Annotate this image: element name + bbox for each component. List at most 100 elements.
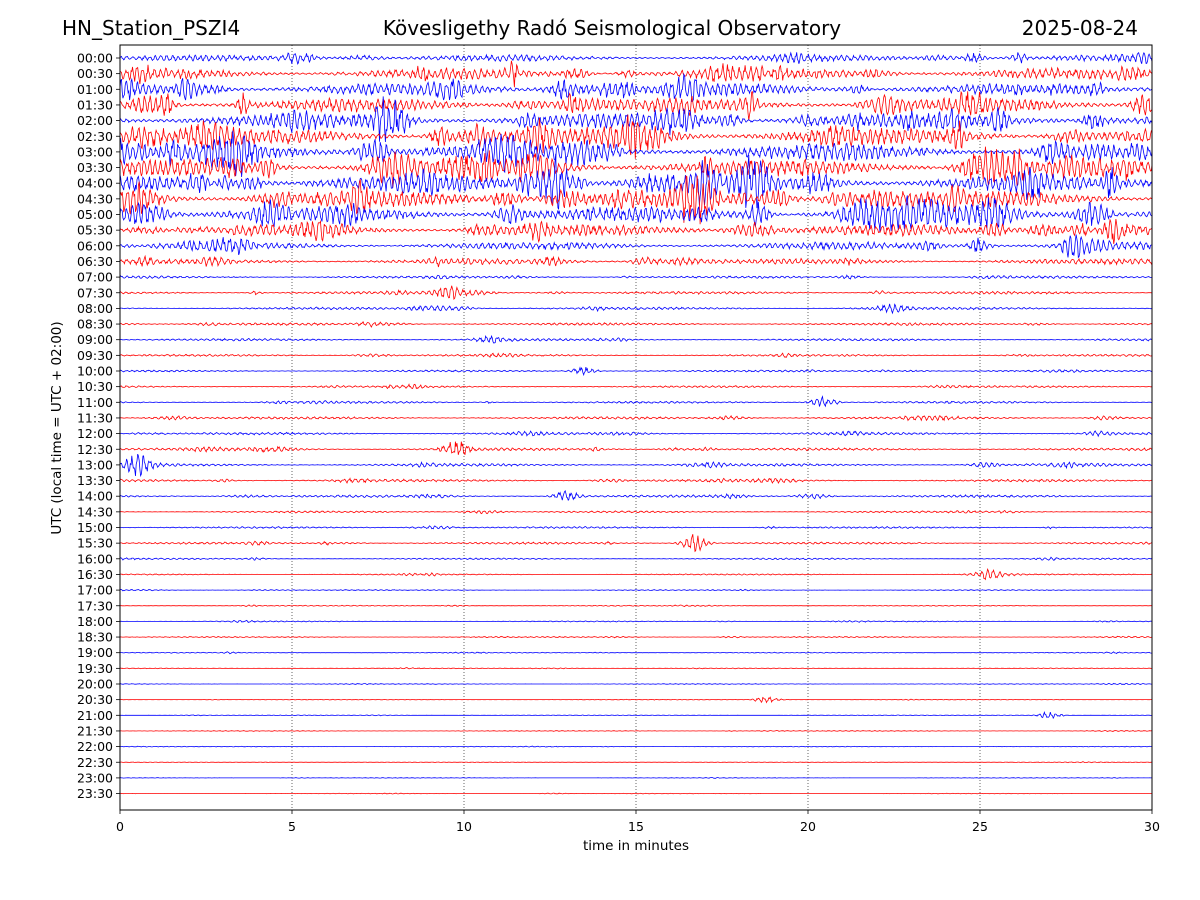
trace-group: [119, 51, 1153, 795]
trace-1700: [119, 588, 1152, 592]
trace-0500: [119, 195, 1153, 233]
y-tick-label: 08:00: [77, 301, 113, 316]
trace-0330: [119, 146, 1153, 188]
y-tick-label: 16:00: [77, 551, 113, 566]
y-tick-labels: 00:0000:3001:0001:3002:0002:3003:0003:30…: [77, 51, 120, 801]
trace-2100: [120, 711, 1153, 720]
y-tick-label: 22:00: [77, 739, 113, 754]
trace-1900: [119, 651, 1153, 655]
trace-0630: [119, 254, 1153, 268]
y-tick-label: 04:30: [77, 191, 113, 206]
y-tick-label: 08:30: [77, 317, 113, 332]
y-tick-label: 01:30: [77, 97, 113, 112]
y-tick-label: 11:30: [77, 410, 113, 425]
trace-0700: [119, 274, 1153, 280]
y-tick-label: 10:30: [77, 379, 113, 394]
trace-0530: [119, 218, 1153, 244]
y-tick-label: 19:00: [77, 645, 113, 660]
y-tick-label: 03:00: [77, 144, 113, 159]
y-tick-label: 06:00: [77, 238, 113, 253]
trace-0600: [119, 234, 1153, 259]
y-tick-label: 01:00: [77, 82, 113, 97]
y-tick-label: 21:00: [77, 708, 113, 723]
trace-0200: [119, 96, 1153, 143]
y-tick-label: 02:30: [77, 129, 113, 144]
y-tick-label: 18:00: [77, 614, 113, 629]
trace-1930: [119, 667, 1152, 670]
trace-1000: [119, 366, 1153, 377]
y-tick-label: 20:00: [77, 677, 113, 692]
trace-1530: [119, 534, 1153, 553]
trace-0100: [119, 72, 1153, 103]
y-tick-label: 12:30: [77, 442, 113, 457]
trace-1730: [119, 604, 1153, 607]
station-label: HN_Station_PSZI4: [62, 16, 240, 40]
trace-1130: [119, 415, 1153, 422]
y-tick-label: 09:00: [77, 332, 113, 347]
trace-1600: [119, 556, 1153, 561]
y-tick-label: 22:30: [77, 755, 113, 770]
trace-1230: [120, 441, 1153, 455]
x-ticks: 0 5 10 15 20 25 30: [116, 810, 1160, 834]
trace-0230: [119, 114, 1153, 159]
y-tick-label: 18:30: [77, 630, 113, 645]
trace-2300: [120, 776, 1152, 779]
trace-2230: [120, 761, 1152, 764]
y-tick-label: 11:00: [77, 395, 113, 410]
y-tick-label: 05:00: [77, 207, 113, 222]
y-tick-label: 12:00: [77, 426, 113, 441]
trace-1500: [120, 525, 1153, 530]
x-tick-label: 20: [800, 819, 816, 834]
y-tick-label: 06:30: [77, 254, 113, 269]
trace-1300: [119, 453, 1153, 478]
y-tick-label: 16:30: [77, 567, 113, 582]
chart-title: Kövesligethy Radó Seismological Observat…: [383, 16, 841, 40]
x-tick-label: 10: [456, 819, 472, 834]
trace-2130: [120, 730, 1153, 732]
trace-0030: [119, 60, 1153, 88]
x-axis-label: time in minutes: [583, 838, 689, 854]
y-tick-label: 13:00: [77, 457, 113, 472]
y-tick-label: 17:30: [77, 598, 113, 613]
trace-1330: [119, 477, 1153, 484]
trace-1830: [119, 635, 1153, 639]
trace-2030: [120, 696, 1152, 704]
trace-0430: [119, 175, 1153, 225]
y-tick-label: 13:30: [77, 473, 113, 488]
trace-2000: [119, 682, 1152, 686]
y-tick-label: 10:00: [77, 364, 113, 379]
trace-0900: [119, 334, 1153, 344]
y-tick-label: 14:30: [77, 504, 113, 519]
x-tick-label: 15: [628, 819, 644, 834]
y-tick-label: 21:30: [77, 723, 113, 738]
trace-1100: [119, 395, 1153, 408]
x-tick-label: 30: [1144, 819, 1160, 834]
y-tick-label: 15:00: [77, 520, 113, 535]
y-tick-label: 20:30: [77, 692, 113, 707]
trace-0000: [119, 51, 1153, 65]
y-tick-label: 00:30: [77, 66, 113, 81]
grid-lines: [291, 45, 981, 810]
x-tick-label: 5: [288, 819, 296, 834]
trace-0300: [119, 130, 1153, 178]
y-tick-label: 23:30: [77, 786, 113, 801]
trace-1200: [120, 430, 1153, 438]
trace-0800: [119, 303, 1153, 315]
x-tick-label: 0: [116, 819, 124, 834]
y-axis-label: UTC (local time = UTC + 02:00): [49, 321, 65, 534]
y-tick-label: 17:00: [77, 583, 113, 598]
trace-0730: [120, 285, 1152, 301]
x-tick-label: 25: [972, 819, 988, 834]
trace-1030: [120, 383, 1152, 390]
y-tick-label: 15:30: [77, 536, 113, 551]
date-label: 2025-08-24: [1022, 16, 1138, 40]
y-tick-label: 03:30: [77, 160, 113, 175]
y-tick-label: 05:30: [77, 223, 113, 238]
y-tick-label: 00:00: [77, 51, 113, 66]
y-tick-label: 09:30: [77, 348, 113, 363]
y-tick-label: 07:00: [77, 270, 113, 285]
trace-1800: [119, 619, 1153, 623]
y-tick-label: 02:00: [77, 113, 113, 128]
y-tick-label: 04:00: [77, 176, 113, 191]
